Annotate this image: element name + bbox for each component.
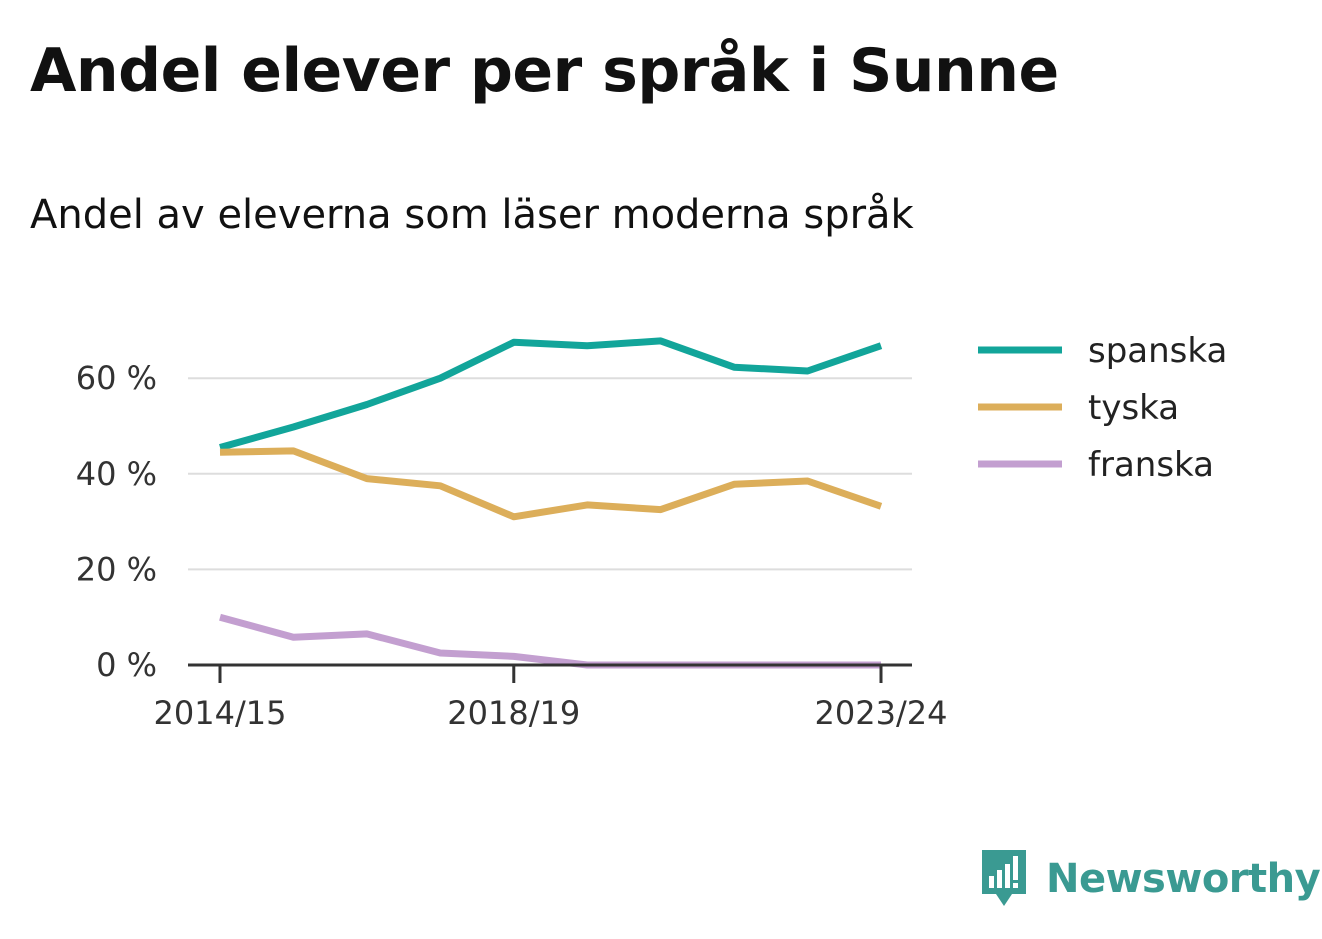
brand-name: Newsworthy (1046, 856, 1321, 902)
legend-label-tyska: tyska (1088, 388, 1179, 428)
y-tick-label: 0 % (96, 646, 157, 684)
series-line-spanska (219, 337, 883, 451)
brand-logo: Newsworthy (980, 848, 1321, 910)
chart-title: Andel elever per språk i Sunne (30, 36, 1059, 106)
legend-label-franska: franska (1088, 445, 1214, 485)
x-axis (188, 663, 912, 683)
series-lines (219, 337, 883, 669)
series-line-tyska (219, 447, 883, 521)
y-tick-label: 20 % (76, 550, 157, 588)
series-line-franska (219, 613, 881, 669)
grid-lines (188, 377, 912, 571)
newsworthy-logo-icon (982, 850, 1026, 906)
x-tick-label: 2018/19 (447, 694, 580, 732)
y-tick-label: 60 % (76, 359, 157, 397)
legend-label-spanska: spanska (1088, 331, 1227, 371)
legend: spanska tyska franska (978, 331, 1227, 485)
y-axis-tick-labels: 0 % 20 % 40 % 60 % (76, 359, 157, 684)
x-tick-label: 2014/15 (154, 694, 287, 732)
x-tick-label: 2023/24 (815, 694, 948, 732)
x-axis-tick-labels: 2014/15 2018/19 2023/24 (154, 694, 948, 732)
y-tick-label: 40 % (76, 455, 157, 493)
chart-subtitle: Andel av eleverna som läser moderna språ… (30, 192, 914, 238)
